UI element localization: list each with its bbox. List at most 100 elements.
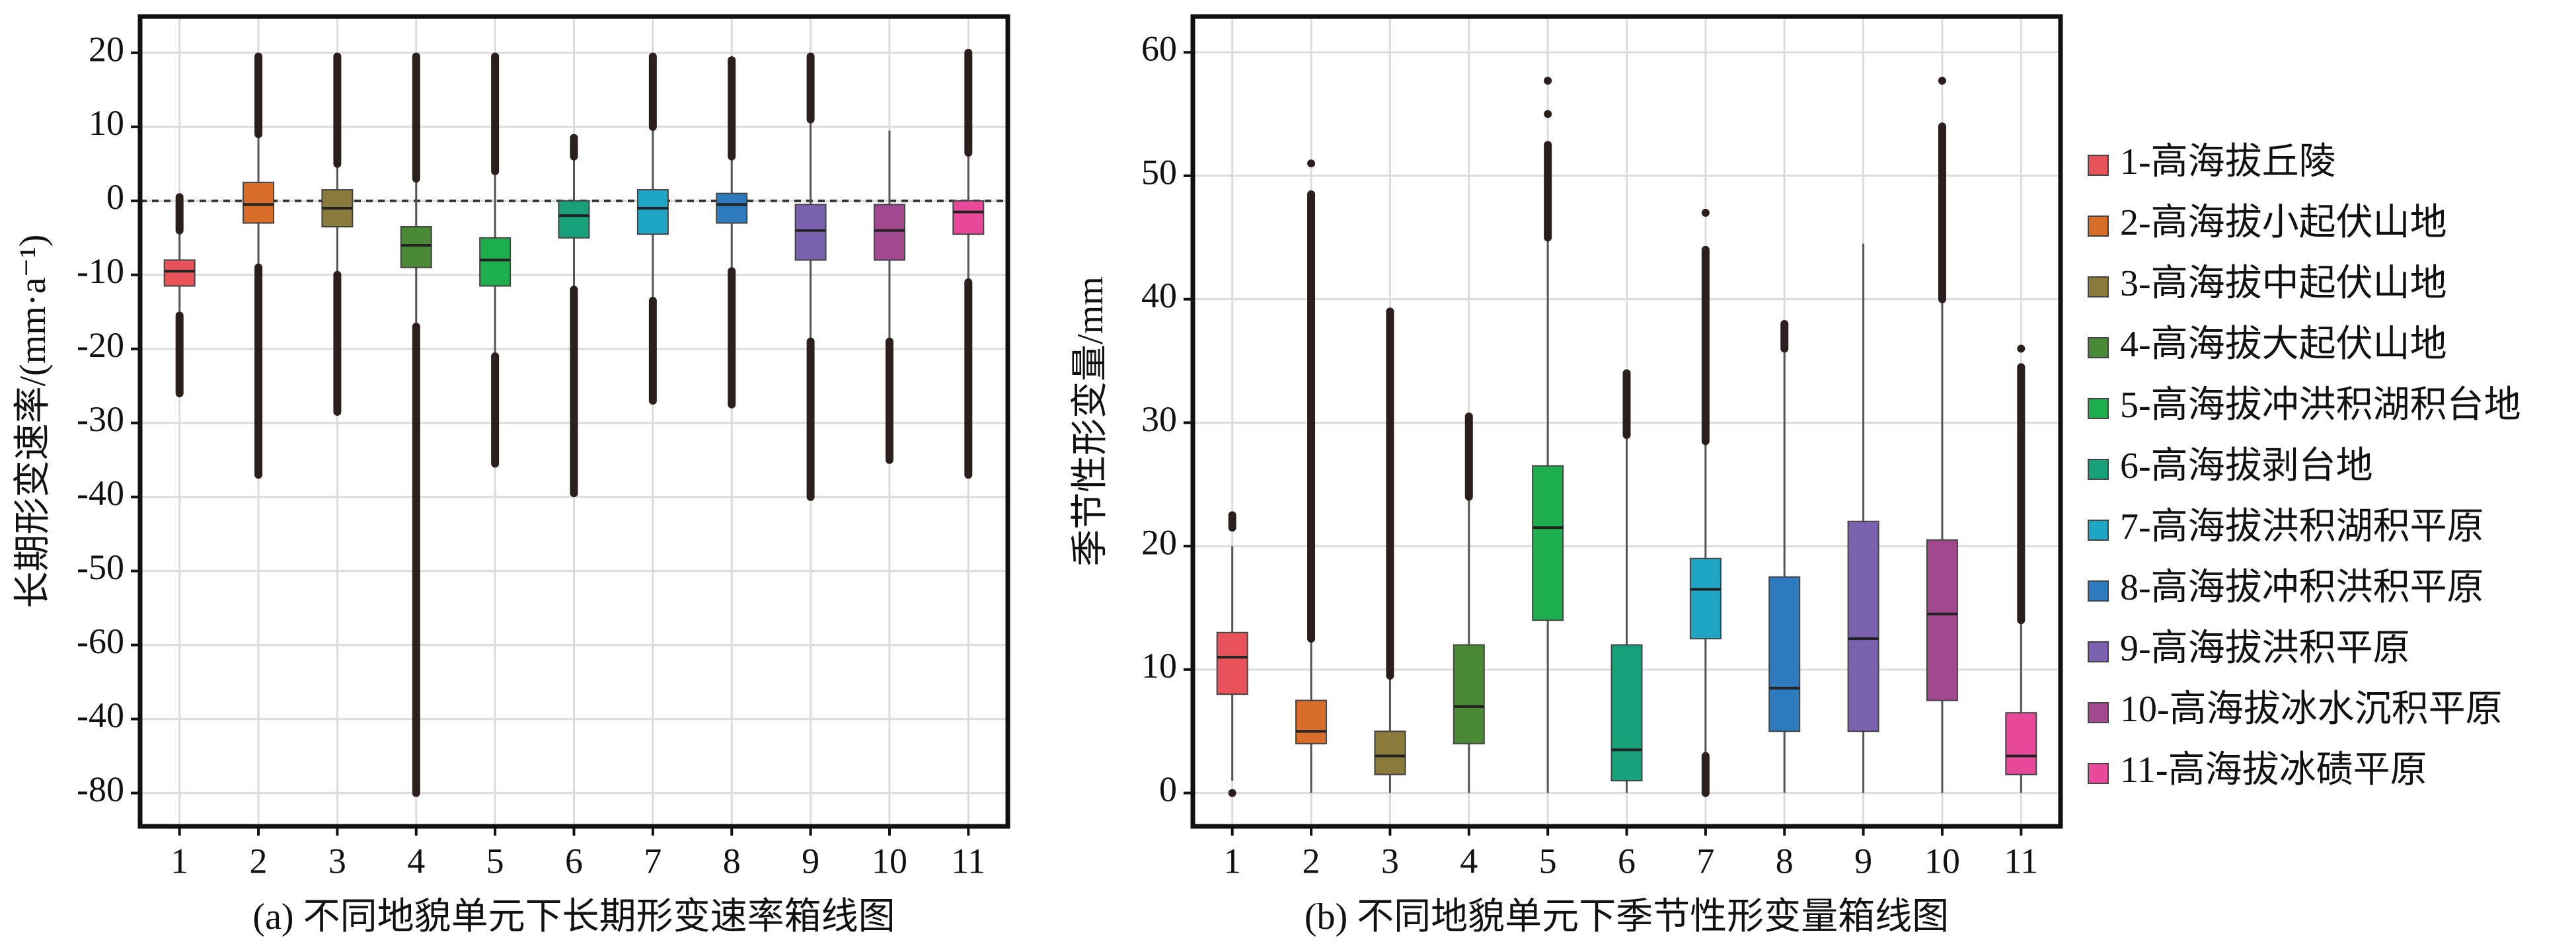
outliers	[1701, 752, 1710, 797]
outliers	[1464, 413, 1473, 501]
legend-label: 8-高海拔冲积洪积平原	[2120, 567, 2484, 608]
y-tick-label: 40	[1141, 276, 1177, 315]
outliers	[728, 56, 736, 161]
outliers	[1938, 122, 1946, 303]
box	[1453, 644, 1485, 744]
x-tick-label: 9	[802, 841, 819, 881]
y-tick-label: 60	[1141, 29, 1177, 69]
box	[243, 181, 275, 224]
outliers	[2017, 344, 2026, 353]
outliers	[2017, 363, 2026, 625]
outliers	[412, 52, 420, 183]
outliers	[1544, 141, 1552, 242]
box	[1295, 699, 1328, 744]
x-tick-label: 9	[1854, 841, 1872, 881]
x-tick-label: 2	[1303, 841, 1320, 881]
box	[636, 189, 669, 235]
box	[716, 192, 748, 224]
box	[400, 226, 432, 268]
x-tick-label: 5	[486, 841, 504, 881]
legend-swatch	[2088, 520, 2109, 541]
y-tick-label: 10	[1141, 646, 1177, 686]
x-tick-label: 4	[1460, 841, 1478, 881]
box	[1216, 631, 1248, 695]
outliers	[806, 337, 815, 501]
outliers	[412, 323, 420, 797]
legend-label: 1-高海拔丘陵	[2120, 141, 2336, 182]
legend-label: 3-高海拔中起伏山地	[2120, 263, 2447, 304]
legend-swatch	[2088, 580, 2109, 602]
plot-frame	[1190, 14, 2063, 829]
legend-label: 5-高海拔冲洪积湖积台地	[2120, 385, 2521, 426]
outliers	[1544, 110, 1552, 118]
outliers	[175, 193, 184, 235]
outliers	[254, 263, 263, 479]
outliers	[1228, 789, 1236, 797]
outliers	[1780, 319, 1789, 353]
x-tick-label: 11	[2004, 841, 2038, 881]
legend-swatch	[2088, 155, 2109, 176]
box	[1847, 520, 1879, 732]
legend-swatch	[2088, 459, 2109, 480]
box	[2005, 712, 2037, 775]
legend-swatch	[2088, 702, 2109, 723]
outliers	[1307, 190, 1316, 643]
x-tick-label: 1	[1223, 841, 1241, 881]
box	[1374, 730, 1406, 775]
x-tick-label: 8	[723, 841, 741, 881]
y-tick-label: 30	[1141, 399, 1177, 439]
y-tick-label: 20	[89, 29, 124, 69]
x-tick-label: 10	[1924, 841, 1960, 881]
y-axis-title: 季节性形变量/mm	[1070, 276, 1111, 567]
x-tick-label: 7	[644, 841, 662, 881]
box	[1532, 465, 1564, 621]
outliers	[1307, 159, 1316, 168]
box	[1926, 539, 1958, 701]
legend-label: 2-高海拔小起伏山地	[2120, 202, 2447, 243]
plot-frame	[137, 14, 1010, 829]
y-tick-label: 20	[1141, 522, 1177, 562]
legend-label: 6-高海拔剥台地	[2120, 446, 2373, 487]
legend-swatch	[2088, 641, 2109, 662]
box	[1689, 557, 1722, 640]
y-tick-label: -80	[77, 769, 124, 809]
y-tick-label: -10	[77, 251, 124, 291]
outliers	[1622, 369, 1631, 440]
box	[794, 204, 827, 261]
y-tick-label: -60	[77, 621, 124, 661]
legend-swatch	[2088, 337, 2109, 358]
box	[479, 237, 511, 287]
legend-label: 7-高海拔洪积湖积平原	[2120, 506, 2484, 547]
outliers	[1228, 511, 1236, 532]
legend-label: 4-高海拔大起伏山地	[2120, 324, 2447, 365]
x-tick-label: 3	[1381, 841, 1399, 881]
y-tick-label: -30	[77, 399, 124, 439]
x-tick-label: 5	[1539, 841, 1557, 881]
box	[558, 200, 590, 239]
y-tick-label: -40	[77, 695, 124, 735]
outliers	[570, 286, 578, 498]
legend-swatch	[2088, 763, 2109, 784]
y-tick-label: -20	[77, 325, 124, 365]
y-tick-label: 0	[106, 177, 124, 217]
outliers	[333, 270, 342, 416]
plot: 0 10 20 30 40 50 60 1 2 3 4 5 6 7 8 9 10 11 季节性形变量/mm (b) 不…	[1070, 14, 2521, 937]
outliers	[806, 52, 815, 124]
outliers	[175, 311, 184, 397]
outliers	[648, 296, 657, 405]
y-tick-label: 50	[1141, 152, 1177, 192]
legend-swatch	[2088, 276, 2109, 297]
legend-swatch	[2088, 398, 2109, 419]
outliers	[1938, 77, 1946, 85]
x-tick-label: 3	[328, 841, 346, 881]
legend-label: 9-高海拔洪积平原	[2120, 628, 2410, 669]
outliers	[648, 52, 657, 131]
outliers	[570, 134, 578, 161]
x-tick-label: 8	[1776, 841, 1794, 881]
x-tick-label: 1	[170, 841, 188, 881]
x-tick-label: 10	[872, 841, 907, 881]
x-tick-label: 11	[951, 841, 985, 881]
y-tick-label: -50	[77, 547, 124, 587]
